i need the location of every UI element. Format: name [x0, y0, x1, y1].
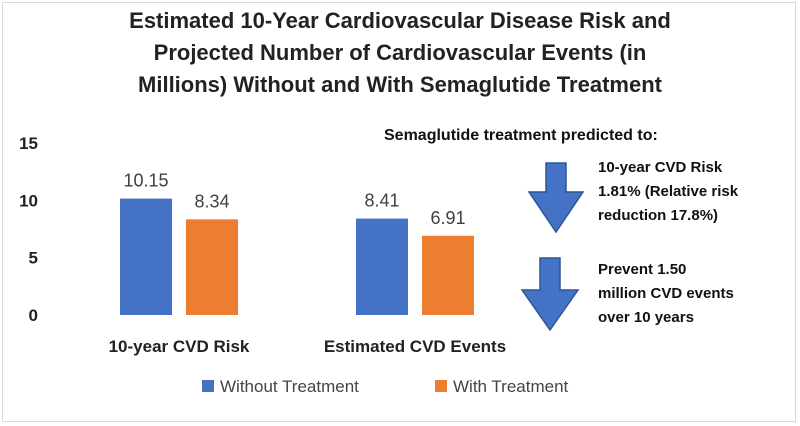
down-arrow-icon	[527, 162, 585, 234]
x-tick-label: Estimated CVD Events	[324, 337, 506, 356]
bar	[422, 235, 474, 315]
x-tick-label: 10-year CVD Risk	[109, 337, 250, 356]
annotation-risk-line-3: reduction 17.8%)	[598, 207, 718, 224]
data-label: 8.34	[194, 191, 229, 211]
annotation-events-line-2: million CVD events	[598, 285, 734, 302]
y-tick-label: 15	[19, 134, 38, 153]
legend-swatch-with	[435, 380, 447, 392]
title-line-1: Estimated 10-Year Cardiovascular Disease…	[129, 8, 671, 33]
bar	[120, 198, 172, 315]
annotation-events-line-3: over 10 years	[598, 309, 694, 326]
x-axis: 10-year CVD Risk Estimated CVD Events	[109, 337, 507, 356]
legend-label-without: Without Treatment	[220, 377, 359, 396]
data-label: 10.15	[123, 171, 168, 191]
legend-swatch-without	[202, 380, 214, 392]
annotation-heading: Semaglutide treatment predicted to:	[384, 127, 658, 144]
data-label: 6.91	[430, 208, 465, 228]
bars: 10.15 8.34 8.41 6.91	[120, 171, 474, 315]
y-tick-label: 0	[29, 306, 38, 325]
down-arrow-icon	[520, 257, 580, 332]
y-axis: 0 5 10 15	[19, 134, 38, 325]
y-tick-label: 5	[29, 249, 38, 268]
title-line-2: Projected Number of Cardiovascular Event…	[154, 40, 647, 65]
y-tick-label: 10	[19, 191, 38, 210]
legend-label-with: With Treatment	[453, 377, 569, 396]
title-line-3: Millions) Without and With Semaglutide T…	[138, 72, 663, 97]
annotation-risk-line-2: 1.81% (Relative risk	[598, 183, 739, 200]
chart-title: Estimated 10-Year Cardiovascular Disease…	[129, 8, 671, 97]
annotation-panel: Semaglutide treatment predicted to: 10-y…	[384, 127, 739, 332]
bar	[186, 219, 238, 315]
legend: Without Treatment With Treatment	[202, 377, 569, 396]
annotation-events-line-1: Prevent 1.50	[598, 261, 686, 278]
data-label: 8.41	[364, 191, 399, 211]
annotation-risk-line-1: 10-year CVD Risk	[598, 159, 723, 176]
bar	[356, 218, 408, 315]
